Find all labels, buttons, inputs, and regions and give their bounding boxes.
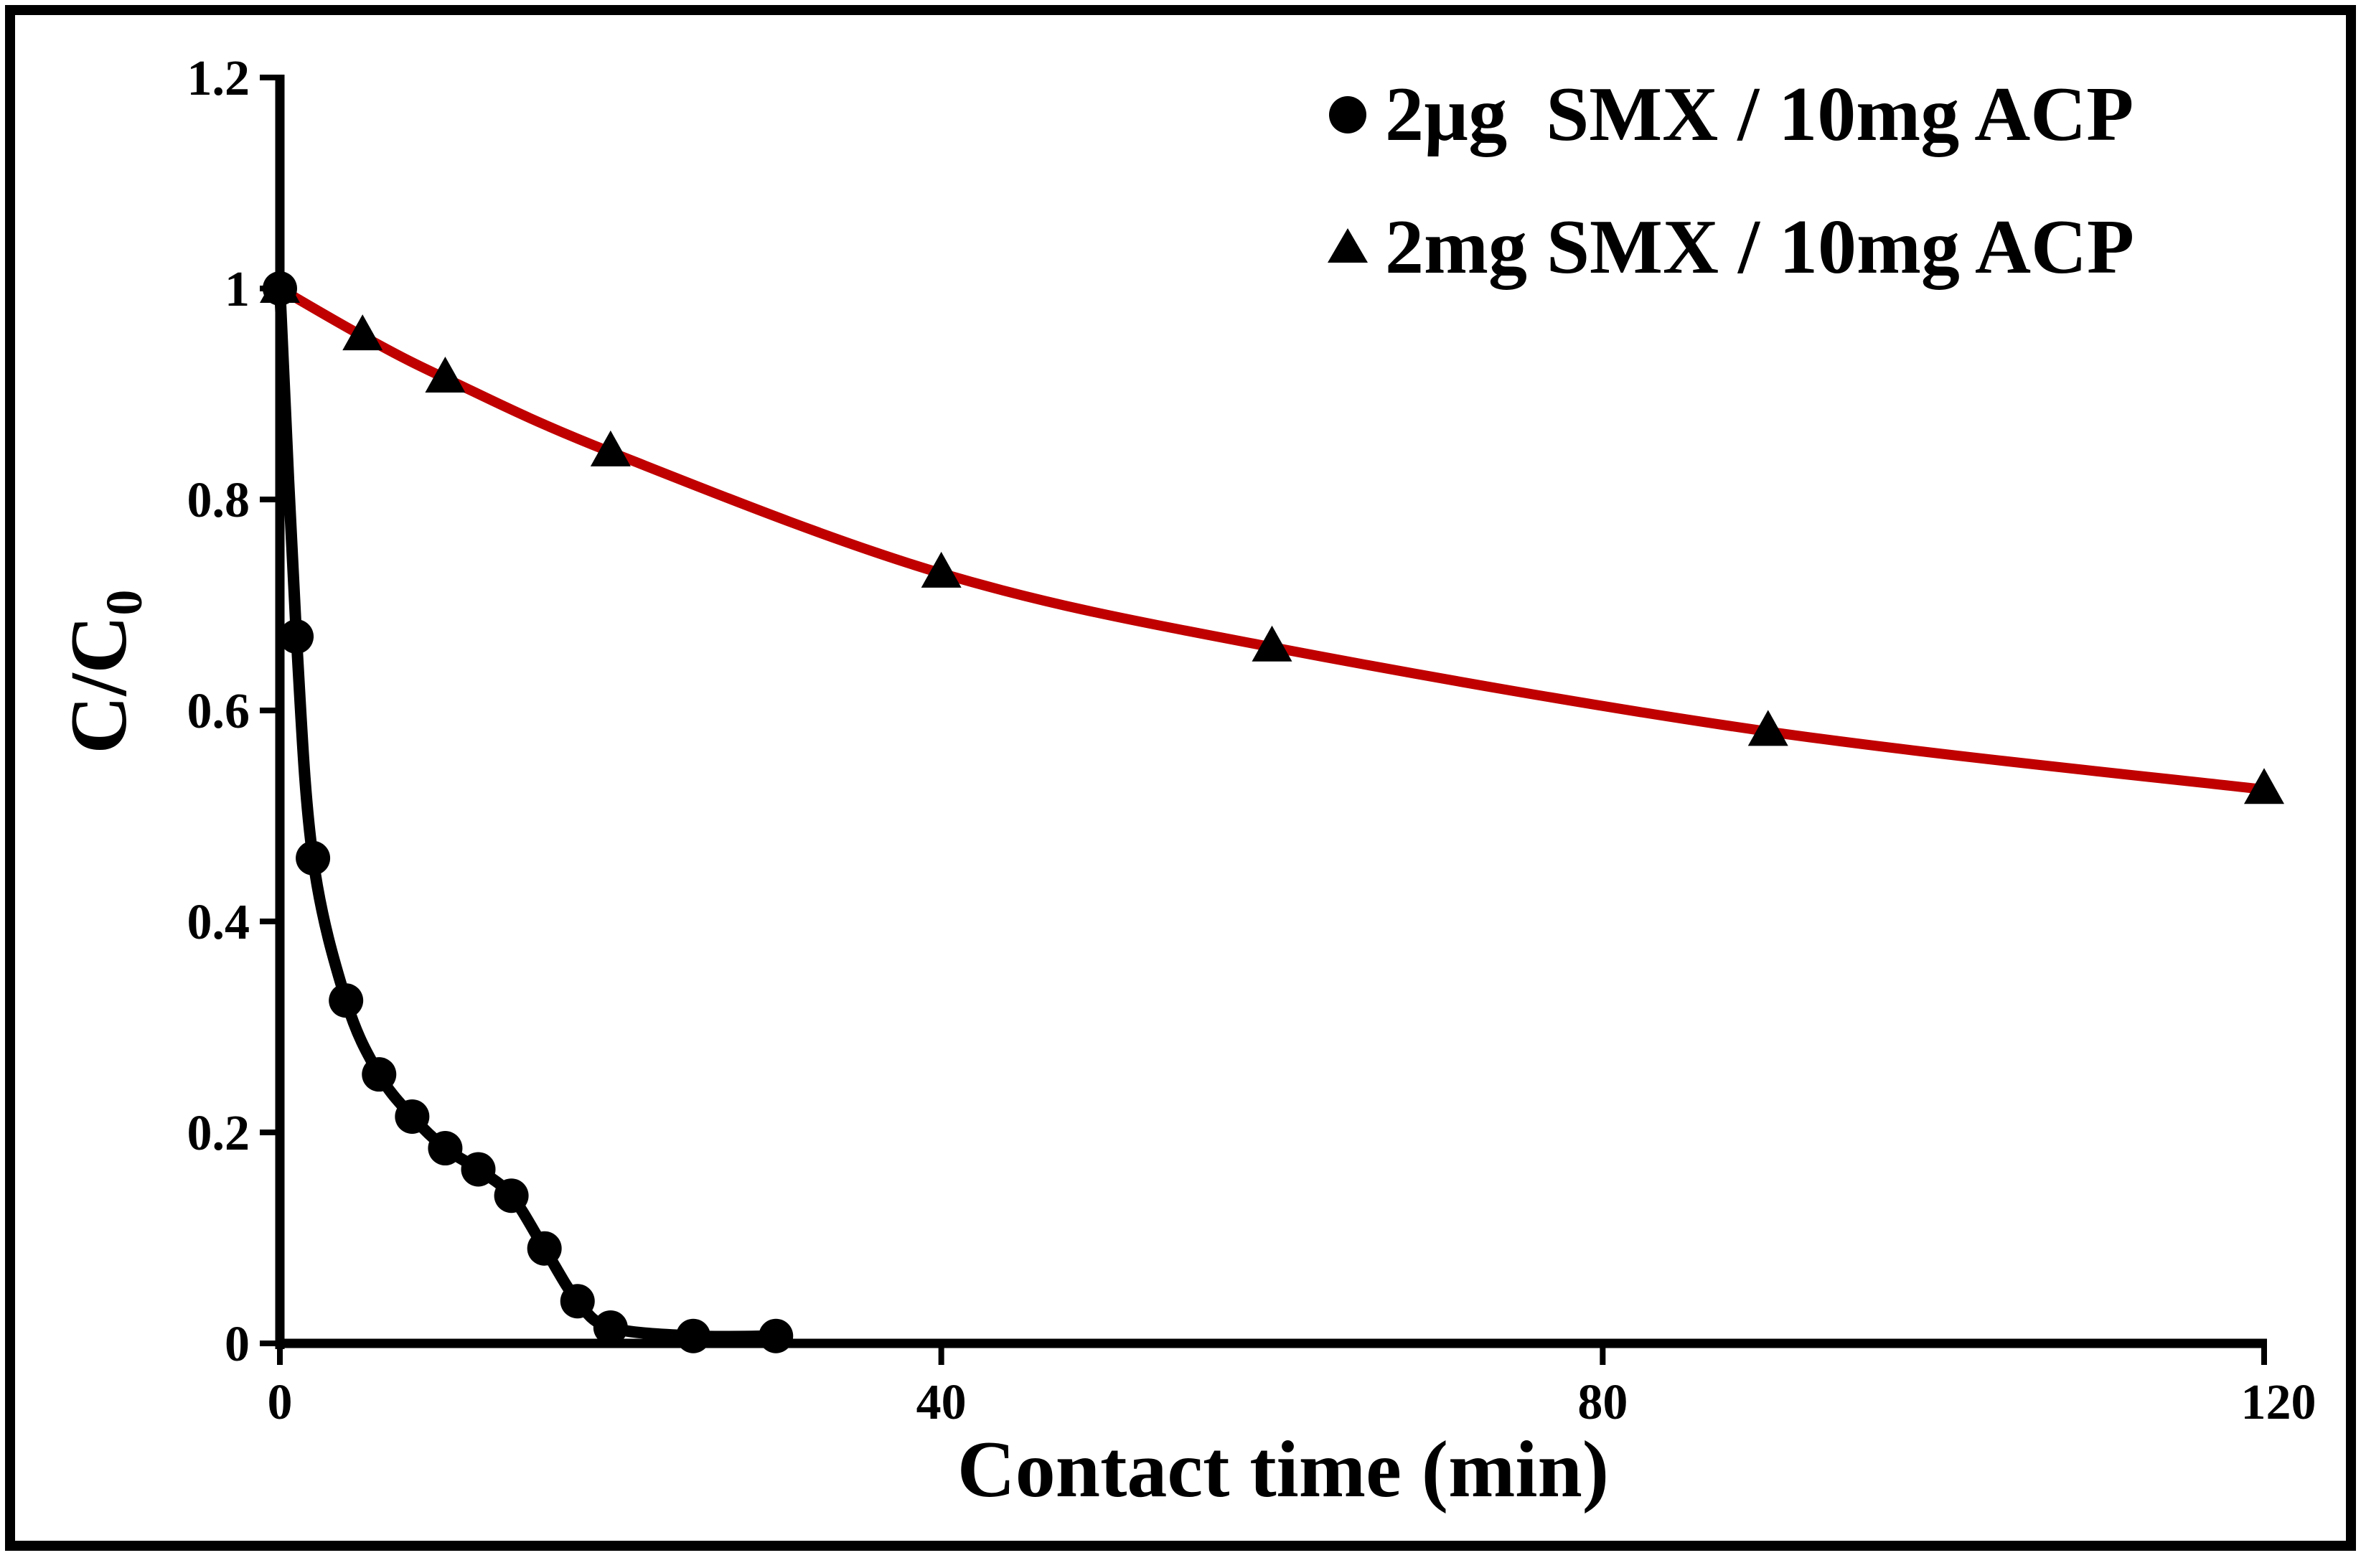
- y-tick-label: 0.6: [187, 684, 250, 739]
- data-point-circle: [461, 1152, 496, 1187]
- series-line-2: [275, 283, 2269, 795]
- data-point-triangle: [2244, 768, 2284, 804]
- data-point-circle: [296, 840, 331, 875]
- data-point-circle: [494, 1178, 529, 1213]
- y-axis-title-subscript: 0: [95, 590, 153, 616]
- x-ticks: 0 40 80 120: [268, 1343, 2317, 1430]
- legend-label-series-1: 2µg SMX / 10mg ACP: [1385, 72, 2134, 157]
- series: [260, 267, 2284, 1353]
- data-point-circle: [362, 1057, 397, 1092]
- data-point-triangle: [1747, 710, 1788, 746]
- data-point-circle: [279, 619, 314, 654]
- data-point-triangle: [342, 314, 383, 351]
- legend-circle-marker: [1329, 96, 1366, 133]
- y-axis-title: C/C0: [55, 590, 153, 754]
- data-point-circle: [329, 983, 364, 1018]
- data-point-circle: [759, 1318, 794, 1353]
- x-tick-label: 40: [916, 1375, 967, 1430]
- data-point-triangle: [425, 356, 466, 393]
- x-tick-label: 0: [268, 1375, 293, 1430]
- y-axis-title-main: C/C: [55, 616, 144, 754]
- data-point-circle: [676, 1318, 711, 1353]
- y-tick-label: 1.2: [187, 51, 250, 106]
- data-point-triangle: [260, 267, 300, 303]
- y-tick-label: 0: [225, 1317, 250, 1372]
- data-point-triangle: [1252, 625, 1292, 662]
- x-tick-label: 80: [1577, 1375, 1628, 1430]
- x-axis-title: Contact time (min): [957, 1425, 1609, 1514]
- data-point-circle: [428, 1131, 463, 1166]
- legend-label-series-2: 2mg SMX / 10mg ACP: [1385, 205, 2134, 290]
- y-tick-label: 0.2: [187, 1106, 250, 1161]
- svg-text:C/C0: C/C0: [55, 590, 153, 754]
- y-ticks: 0 0.2 0.4 0.6 0.8 1 1.2: [187, 51, 280, 1372]
- data-point-circle: [560, 1284, 595, 1319]
- data-point-circle: [527, 1231, 562, 1266]
- figure-frame: [5, 5, 2356, 1551]
- data-point-triangle: [921, 551, 962, 588]
- data-point-circle: [395, 1099, 430, 1134]
- legend: 2µg SMX / 10mg ACP 2mg SMX / 10mg ACP: [1328, 72, 2134, 290]
- data-point-triangle: [590, 430, 631, 466]
- y-tick-label: 0.4: [187, 895, 250, 950]
- legend-triangle-marker: [1328, 228, 1368, 263]
- x-tick-label: 120: [2241, 1375, 2317, 1430]
- y-tick-label: 1: [225, 262, 250, 317]
- data-point-circle: [593, 1310, 628, 1345]
- y-tick-label: 0.8: [187, 473, 250, 528]
